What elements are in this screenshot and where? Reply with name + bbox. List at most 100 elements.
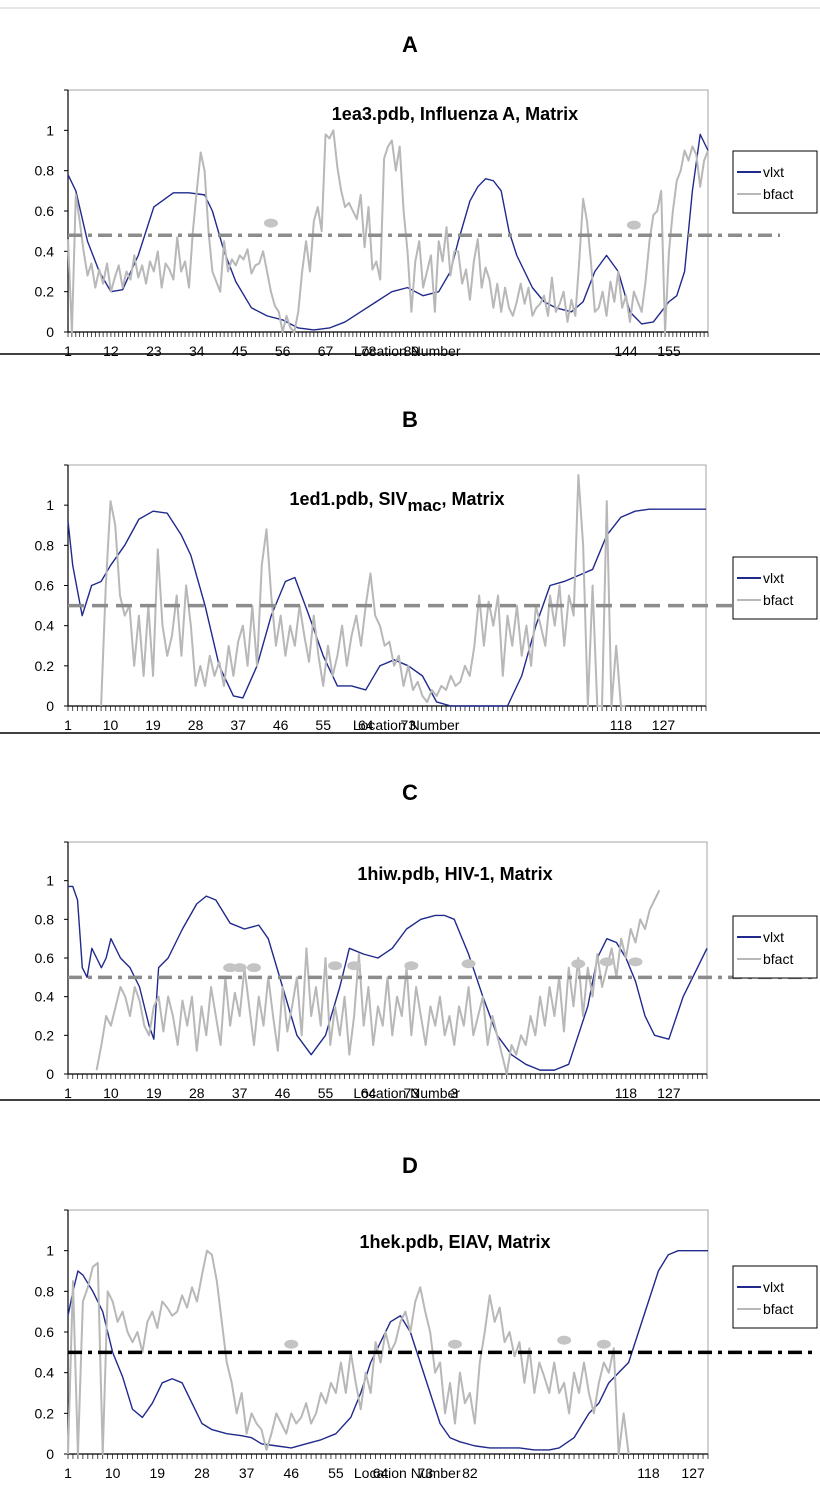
panel-b-legend-label-bfact: bfact bbox=[763, 592, 793, 608]
panel-a-xtick-label: 56 bbox=[275, 343, 291, 359]
panel-d-legend-box bbox=[732, 1265, 818, 1329]
panel-b-xtick-label: 10 bbox=[103, 717, 119, 733]
panel-b-ytick-label: 0.6 bbox=[35, 578, 55, 594]
panel-a-ytick-label: 0.4 bbox=[35, 243, 55, 259]
panel-c-xtick-label: 37 bbox=[232, 1085, 248, 1101]
panel-b-xtick-label: 19 bbox=[145, 717, 161, 733]
panel-d-label: D bbox=[402, 1153, 418, 1178]
panel-c-label: C bbox=[402, 780, 418, 805]
panel-d-ytick-label: 0.4 bbox=[35, 1365, 55, 1381]
panel-b: B 0 0.2 0.4 0.6 0.8 1 1 10 19 28 37 46 55 64 73 118 127 Lo… bbox=[35, 407, 818, 733]
panel-b-series-vlxt bbox=[67, 508, 706, 707]
panel-c-xtick-label: 64 bbox=[361, 1085, 377, 1101]
panel-b-xtick-label: 55 bbox=[315, 717, 331, 733]
panel-a-xtick-label: 89 bbox=[404, 343, 420, 359]
panel-b-xtick-label: 118 bbox=[610, 717, 633, 733]
panel-a-xtick-label: 45 bbox=[232, 343, 248, 359]
panel-a-legend-box bbox=[732, 150, 818, 214]
panel-a-title: 1ea3.pdb, Influenza A, Matrix bbox=[332, 104, 578, 124]
panel-a-series-bfact bbox=[67, 129, 709, 333]
panel-c-xtick-label: 19 bbox=[146, 1085, 162, 1101]
panel-d-x-minor-ticks bbox=[67, 1454, 709, 1459]
panel-a-plot-area bbox=[67, 89, 709, 333]
panel-b-x-minor-ticks bbox=[67, 706, 707, 711]
panel-c-ytick-label: 0 bbox=[46, 1066, 54, 1082]
panel-d-plot-area bbox=[67, 1209, 709, 1455]
panel-c-xtick-label: 127 bbox=[657, 1085, 681, 1101]
panel-b-xtick-label: 28 bbox=[188, 717, 204, 733]
panel-a-ytick-label: 0.8 bbox=[35, 163, 55, 179]
panel-a-marker bbox=[626, 220, 641, 230]
panel-d-series-bfact bbox=[67, 1249, 630, 1455]
panel-a-xtick-label: 1 bbox=[64, 343, 72, 359]
panel-a: A 0 0.2 0.4 0.6 0.8 1 1 12 23 34 45 56 67 78 89 144 155 Lo… bbox=[35, 32, 818, 359]
panel-a-xtick-label: 12 bbox=[103, 343, 119, 359]
panel-a-legend-label-vlxt: vlxt bbox=[763, 164, 784, 180]
panel-b-legend: vlxt bfact bbox=[732, 556, 818, 620]
panel-a-ytick-label: 1 bbox=[46, 122, 54, 138]
panel-a-legend-label-bfact: bfact bbox=[763, 186, 793, 202]
panel-d-ytick-label: 0.8 bbox=[35, 1283, 55, 1299]
panel-b-legend-box bbox=[732, 556, 818, 620]
panel-d-ytick-label: 0 bbox=[46, 1446, 54, 1462]
panel-d-xtick-label: 46 bbox=[283, 1465, 299, 1481]
panel-d-xtick-label: 55 bbox=[328, 1465, 344, 1481]
panel-d-xlabel: Location Number bbox=[354, 1465, 461, 1481]
panel-a-xtick-label: 155 bbox=[657, 343, 681, 359]
panel-a-ytick-label: 0.2 bbox=[35, 284, 55, 300]
panel-c-marker bbox=[328, 961, 343, 971]
panel-d-legend-label-bfact: bfact bbox=[763, 1301, 793, 1317]
panel-c-ytick-label: 0.6 bbox=[35, 950, 55, 966]
panel-d-title: 1hek.pdb, EIAV, Matrix bbox=[359, 1232, 550, 1252]
panel-a-xtick-label: 67 bbox=[318, 343, 334, 359]
panel-d-xtick-label: 19 bbox=[150, 1465, 166, 1481]
panel-d-xtick-label: 28 bbox=[194, 1465, 210, 1481]
panel-a-marker bbox=[263, 218, 278, 228]
panel-c-xtick-label: 55 bbox=[318, 1085, 334, 1101]
panel-b-legend-label-vlxt: vlxt bbox=[763, 570, 784, 586]
panel-d-xtick-label: 73 bbox=[417, 1465, 433, 1481]
panel-d-xtick-label: 1 bbox=[64, 1465, 72, 1481]
panel-a-xtick-label: 23 bbox=[146, 343, 162, 359]
panel-b-ytick-label: 0.2 bbox=[35, 658, 55, 674]
panel-b-xlabel: Location Number bbox=[353, 717, 460, 733]
panel-d-xtick-label: 82 bbox=[462, 1465, 478, 1481]
panel-c-legend-box bbox=[732, 915, 818, 979]
panel-c-title-main: 1hiw.pdb, HIV-1, Matrix bbox=[357, 864, 552, 884]
panel-d-ytick-label: 0.6 bbox=[35, 1324, 55, 1340]
panel-c-ytick-label: 0.8 bbox=[35, 911, 55, 927]
panel-c-xtick-label: 118 bbox=[615, 1085, 638, 1101]
panel-a-x-minor-ticks bbox=[67, 332, 709, 337]
panel-c-ytick-label: 1 bbox=[46, 873, 54, 889]
panel-b-ytick-label: 0.4 bbox=[35, 618, 55, 634]
panel-c-xtick-label: 3 bbox=[450, 1085, 458, 1101]
panel-b-xtick-label: 1 bbox=[64, 717, 72, 733]
panel-d-legend: vlxt bfact bbox=[732, 1265, 818, 1329]
panel-c-marker bbox=[461, 959, 476, 969]
panel-a-legend: vlxt bfact bbox=[732, 150, 818, 214]
panel-a-xlabel: Location Number bbox=[354, 343, 461, 359]
panel-b-xtick-label: 73 bbox=[400, 717, 416, 733]
panel-d-xtick-label: 37 bbox=[239, 1465, 255, 1481]
panel-a-xtick-label: 144 bbox=[614, 343, 638, 359]
panel-c-series-bfact bbox=[95, 889, 661, 1075]
panel-a-xtick-label: 34 bbox=[189, 343, 205, 359]
panel-c-marker bbox=[571, 959, 586, 969]
panel-c-xtick-label: 46 bbox=[275, 1085, 291, 1101]
panel-c-title: 1hiw.pdb, HIV-1, Matrix bbox=[357, 864, 552, 884]
panel-b-ytick-label: 0.8 bbox=[35, 537, 55, 553]
panel-d: D 0 0.2 0.4 0.6 0.8 1 1 10 19 28 37 46 55 64 73 82 118 127… bbox=[35, 1153, 818, 1481]
panel-c-x-minor-ticks bbox=[67, 1074, 708, 1079]
panel-b-label: B bbox=[402, 407, 418, 432]
panel-c-xtick-label: 1 bbox=[64, 1085, 72, 1101]
panel-b-title-rest: , Matrix bbox=[442, 489, 505, 509]
panel-d-marker bbox=[557, 1335, 572, 1345]
panel-c-marker bbox=[246, 963, 261, 973]
panel-d-xtick-label: 127 bbox=[681, 1465, 705, 1481]
panel-d-ytick-label: 0.2 bbox=[35, 1405, 55, 1421]
panel-d-marker bbox=[447, 1339, 462, 1349]
panel-b-xtick-label: 37 bbox=[230, 717, 246, 733]
panel-d-title-main: 1hek.pdb, EIAV, Matrix bbox=[359, 1232, 550, 1252]
panel-c-xtick-label: 10 bbox=[103, 1085, 119, 1101]
